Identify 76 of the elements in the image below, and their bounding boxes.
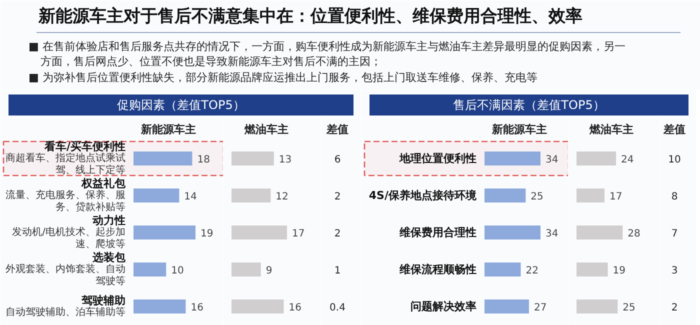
text: 差值: [326, 123, 348, 136]
chart-title: 燃油车主: [588, 123, 634, 136]
text: 外观套装、内饰套装、自动驾驶等: [6, 263, 126, 287]
chart-title: 新能源车主: [140, 123, 196, 136]
bar: [576, 300, 618, 314]
data-label: 16: [190, 302, 204, 314]
text: ■ 在售前体验店和售后服务点共存的情况下，一方面，购车便利性成为新能源车主与燃油车主差异最明显的促购因素，另一方面，售后网点少、位置不便也是导致新能源车主对售后不满的主因；: [28, 40, 626, 68]
text: 促购因素（差值TOP5）: [117, 98, 245, 112]
bar: [484, 188, 526, 202]
text: 商超看车、指定地点试乘试驾、线上下定等: [6, 152, 126, 176]
text: 流量、充电服务、保养、服务、贷款补贴等: [6, 189, 126, 213]
data-label: 1: [334, 266, 341, 276]
data-label: 19: [200, 228, 214, 240]
y-tick-label: 驾驶辅助: [80, 294, 126, 307]
bar: [232, 152, 274, 166]
y-tick-label: 问题解决效率: [410, 300, 476, 313]
data-label: 27: [534, 302, 547, 314]
text: 新能源车主对于售后不满意集中在：位置便利性、维保费用合理性、效率: [38, 6, 582, 26]
bar: [134, 152, 192, 166]
data-label: 9: [266, 266, 272, 276]
data-label: 17: [292, 228, 305, 240]
text: ■ 为弥补售后位置便利性缺失，部分新能源品牌应运推出上门服务，包括上门取送车维修、保养、充电等: [28, 71, 538, 84]
data-label: 28: [628, 228, 640, 240]
y-tick-label: 4S/保养地点接待环境: [368, 189, 478, 202]
bar: [134, 300, 186, 314]
data-label: 8: [671, 192, 678, 202]
data-label: 2: [334, 192, 341, 202]
data-label: 22: [526, 266, 538, 276]
data-label: 10: [668, 154, 681, 166]
text: 发动机/电机技术、起步加速、爬坡等: [12, 226, 126, 250]
data-label: 7: [671, 228, 678, 240]
data-label: 3: [671, 266, 678, 276]
y-tick-label: 维保流程顺畅性: [398, 263, 476, 276]
bar: [576, 262, 608, 276]
bar: [484, 152, 540, 166]
data-label: 0.4: [330, 302, 346, 314]
data-label: 6: [334, 154, 341, 166]
bar: [134, 262, 166, 276]
bar: [134, 226, 196, 240]
text: 售后不满因素（差值TOP5）: [453, 98, 605, 112]
data-label: 2: [671, 302, 678, 314]
text: 差值: [662, 123, 686, 136]
data-label: 17: [610, 192, 622, 202]
data-label: 16: [288, 302, 302, 314]
bar: [232, 188, 271, 202]
chart-title: 新能源车主: [491, 123, 547, 136]
y-tick-label: 权益礼包: [80, 177, 126, 190]
data-label: 13: [278, 154, 292, 166]
data-label: 14: [184, 192, 197, 202]
y-tick-label: 选装包: [92, 251, 126, 264]
y-tick-label: 动力性: [92, 214, 126, 227]
bar: [232, 262, 261, 276]
bar: [232, 226, 287, 240]
bar: [576, 188, 604, 202]
bar: [484, 226, 540, 240]
y-tick-label: 维保费用合理性: [398, 226, 476, 239]
text: 自动驾驶辅助、泊车辅助等: [6, 306, 126, 318]
data-label: 19: [612, 266, 626, 276]
y-tick-label: 地理位置便利性: [398, 152, 476, 165]
chart-title: 燃油车主: [244, 123, 288, 136]
data-label: 34: [546, 228, 558, 240]
bar: [134, 188, 180, 202]
data-label: 34: [546, 154, 558, 166]
bar: [232, 300, 284, 314]
data-label: 25: [622, 302, 636, 314]
bar: [576, 226, 623, 240]
data-label: 25: [530, 192, 544, 202]
data-label: 2: [334, 228, 341, 240]
bar: [484, 262, 521, 276]
data-label: 24: [621, 154, 634, 166]
data-label: 10: [171, 266, 184, 276]
bar: [484, 300, 529, 314]
data-label: 18: [197, 154, 210, 166]
bar: [576, 152, 616, 166]
data-label: 12: [276, 192, 288, 202]
y-tick-label: 看车/买车便利性: [43, 140, 126, 153]
